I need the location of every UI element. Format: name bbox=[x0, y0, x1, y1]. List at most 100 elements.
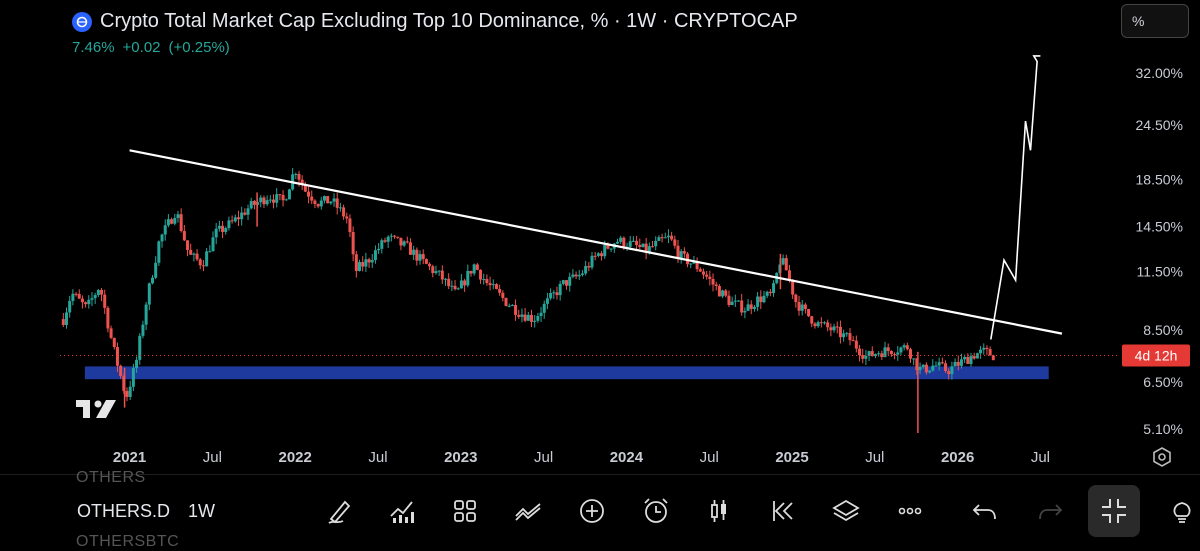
candle-body bbox=[125, 390, 129, 397]
y-tick-label: 11.50% bbox=[1137, 264, 1183, 280]
candle-body bbox=[711, 278, 715, 285]
candle-body bbox=[666, 235, 670, 238]
candle-body bbox=[84, 302, 88, 305]
candle-body bbox=[520, 314, 524, 317]
x-tick-label: 2024 bbox=[610, 449, 644, 466]
candle-body bbox=[122, 375, 126, 391]
grid-layout-icon[interactable] bbox=[443, 489, 487, 533]
candle-body bbox=[947, 371, 951, 375]
candle-body bbox=[450, 285, 454, 287]
candle-body bbox=[644, 243, 648, 254]
candle-body bbox=[663, 237, 667, 239]
candle-body bbox=[915, 358, 919, 371]
candle-body bbox=[743, 310, 747, 313]
symbol-list-prev[interactable]: OTHERS bbox=[76, 469, 146, 486]
bottom-toolbar: OTHERS OTHERS.D 1W OTHERSBTC bbox=[0, 469, 1200, 550]
replay-icon[interactable] bbox=[761, 489, 805, 533]
candle-body bbox=[265, 200, 269, 205]
candle-body bbox=[737, 300, 741, 302]
candle-body bbox=[418, 254, 422, 261]
candle-body bbox=[896, 352, 900, 355]
candle-body bbox=[485, 279, 489, 284]
candle-body bbox=[529, 314, 533, 322]
symbol-list-next[interactable]: OTHERSBTC bbox=[76, 533, 180, 550]
undo-icon[interactable] bbox=[963, 489, 1007, 533]
candle-body bbox=[221, 225, 225, 232]
add-icon[interactable] bbox=[570, 489, 614, 533]
alert-clock-icon[interactable] bbox=[634, 489, 678, 533]
candle-body bbox=[71, 293, 75, 301]
candle-body bbox=[389, 235, 393, 237]
candle-body bbox=[972, 356, 976, 359]
layers-icon[interactable] bbox=[824, 489, 868, 533]
candle-body bbox=[813, 323, 817, 327]
indicators-icon[interactable] bbox=[380, 489, 424, 533]
candle-body bbox=[921, 364, 925, 368]
candle-body bbox=[937, 362, 941, 366]
symbol-selector[interactable]: OTHERS.D bbox=[77, 501, 171, 521]
compare-icon[interactable] bbox=[506, 489, 550, 533]
more-icon[interactable] bbox=[888, 489, 932, 533]
candle-body bbox=[714, 284, 718, 287]
candle-body bbox=[459, 280, 463, 289]
candle-body bbox=[74, 293, 78, 295]
candle-body bbox=[466, 270, 470, 286]
candle-body bbox=[297, 173, 301, 180]
candle-body bbox=[905, 345, 909, 350]
chart-title[interactable]: Crypto Total Market Cap Excluding Top 10… bbox=[100, 10, 798, 32]
exit-fullscreen-icon[interactable] bbox=[1088, 485, 1140, 537]
candle-body bbox=[119, 365, 123, 376]
candle-body bbox=[609, 248, 613, 250]
candle-body bbox=[571, 274, 575, 277]
candle-body bbox=[596, 253, 600, 256]
x-tick-label: 2021 bbox=[113, 449, 146, 466]
tradingview-logo-mark: TV bbox=[76, 400, 116, 418]
candle-body bbox=[252, 201, 256, 205]
candle-body bbox=[590, 255, 594, 268]
candle-body bbox=[150, 277, 154, 284]
symbol-icon bbox=[72, 11, 92, 32]
candle-body bbox=[835, 326, 839, 328]
candle-body bbox=[332, 198, 336, 202]
candle-body bbox=[211, 237, 215, 252]
x-tick-label: 2025 bbox=[775, 449, 808, 466]
brush-icon[interactable] bbox=[318, 489, 362, 533]
redo-icon[interactable] bbox=[1028, 489, 1072, 533]
candle-body bbox=[230, 220, 234, 222]
candle-body bbox=[956, 361, 960, 366]
candle-body bbox=[141, 324, 145, 336]
lightbulb-icon[interactable] bbox=[1160, 489, 1200, 533]
unit-selector[interactable]: % bbox=[1121, 4, 1189, 38]
candle-body bbox=[724, 290, 728, 296]
candle-body bbox=[166, 219, 170, 226]
candle-body bbox=[708, 276, 712, 279]
candle-body bbox=[536, 315, 540, 321]
candle-body bbox=[733, 300, 737, 302]
candle-body bbox=[673, 239, 677, 246]
candle-body bbox=[717, 286, 721, 297]
candle-body bbox=[889, 350, 893, 355]
candle-body bbox=[170, 219, 174, 224]
candle-body bbox=[514, 304, 518, 315]
candle-body bbox=[377, 248, 381, 251]
candle-body bbox=[787, 270, 791, 280]
candle-body bbox=[781, 258, 785, 265]
candle-body bbox=[772, 283, 776, 294]
candle-body bbox=[651, 246, 655, 248]
candle-body bbox=[810, 316, 814, 324]
candle-body bbox=[762, 295, 766, 303]
candle-body bbox=[444, 278, 448, 280]
x-tick-label: Jul bbox=[203, 449, 222, 466]
candle-body bbox=[182, 230, 186, 241]
y-tick-label: 32.00% bbox=[1136, 65, 1183, 81]
candle-body bbox=[179, 214, 183, 231]
candle-body bbox=[501, 292, 505, 298]
candle-body bbox=[246, 208, 250, 215]
interval-selector[interactable]: 1W bbox=[188, 501, 215, 521]
y-tick-label: 14.50% bbox=[1136, 219, 1183, 235]
candle-body bbox=[494, 284, 498, 289]
candle-type-icon[interactable] bbox=[697, 489, 741, 533]
support-zone-layer bbox=[84, 366, 1049, 380]
candle-body bbox=[463, 280, 467, 286]
